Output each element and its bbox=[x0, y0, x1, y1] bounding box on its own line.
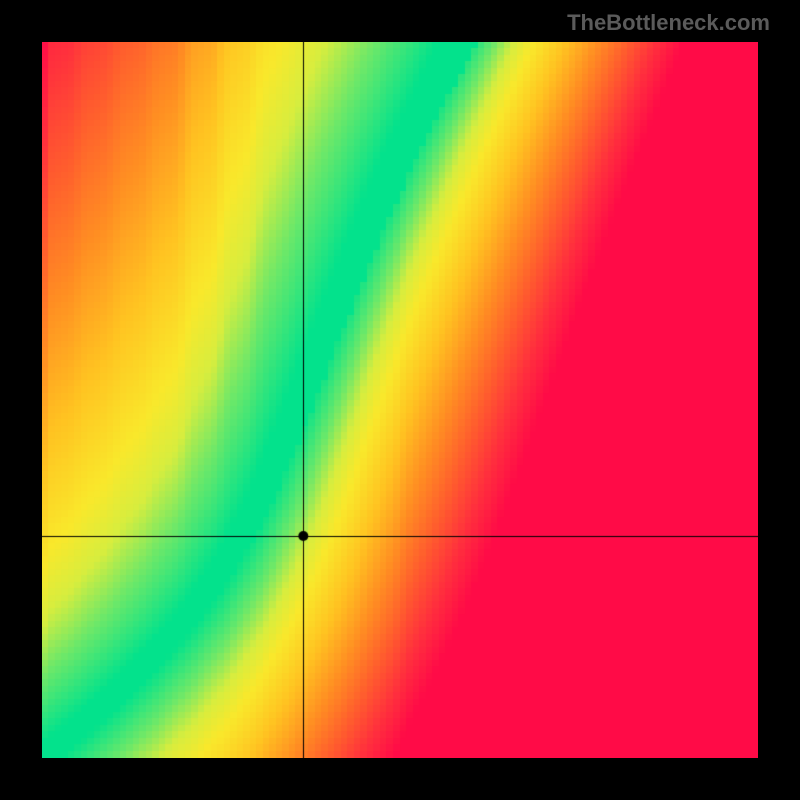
watermark-text: TheBottleneck.com bbox=[567, 10, 770, 36]
bottleneck-heatmap bbox=[42, 42, 758, 758]
